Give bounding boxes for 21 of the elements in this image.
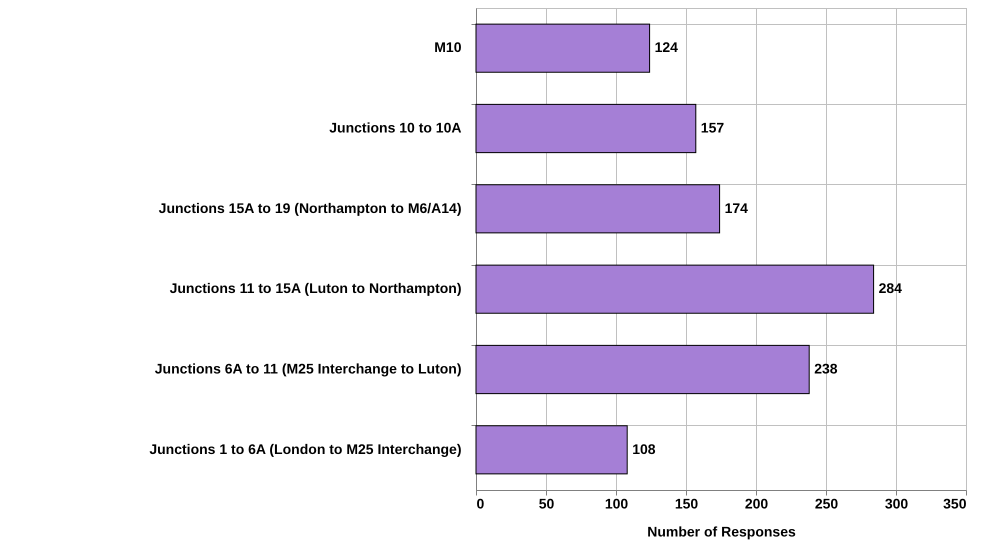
data-label: 238 [814, 360, 838, 376]
x-tick-label: 200 [744, 496, 768, 512]
x-tick-label: 350 [943, 496, 967, 512]
y-tick-label: M10 [434, 39, 462, 56]
x-tick-label: 150 [674, 496, 698, 512]
x-tick-label: 0 [476, 496, 484, 512]
data-label: 174 [724, 200, 748, 216]
data-label: 157 [700, 120, 724, 136]
data-label: 284 [878, 280, 902, 296]
y-tick-label: Junctions 15A to 19 (Northampton to M6/A14) [158, 200, 462, 216]
data-label: 108 [632, 440, 656, 457]
y-tick-label: Junctions 11 to 15A (Luton to Northampton) [170, 280, 462, 296]
x-tick-label: 50 [538, 496, 554, 512]
x-tick-label: 100 [604, 496, 628, 512]
y-tick-label: Junctions 6A to 11 (M25 Interchange to Luton) [154, 360, 462, 376]
x-tick-label: 300 [884, 496, 908, 512]
y-tick-label: Junctions 1 to 6A (London to M25 Interchange) [149, 440, 462, 457]
x-tick-label: 250 [814, 496, 838, 512]
y-tick-label: Junctions 10 to 10A [329, 120, 462, 136]
data-label: 124 [654, 39, 678, 56]
x-axis-title: Number of Responses [647, 524, 796, 540]
